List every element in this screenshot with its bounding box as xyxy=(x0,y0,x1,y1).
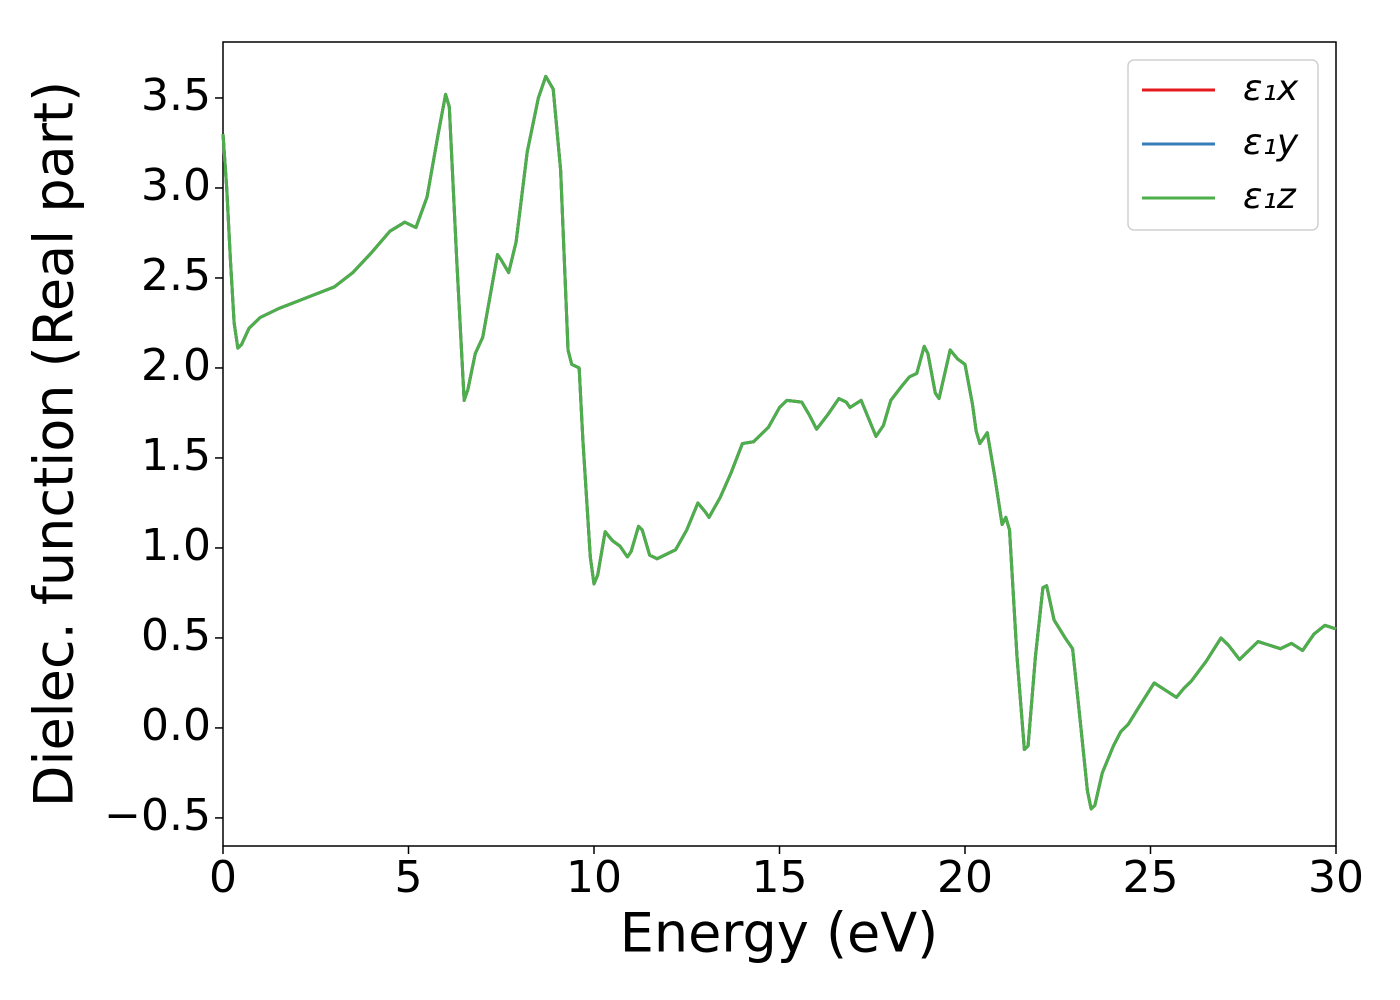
y-tick-label: 3.0 xyxy=(141,160,211,211)
legend-label: ε₁x xyxy=(1243,68,1299,109)
y-tick-label: 0.0 xyxy=(141,700,211,751)
x-axis-label: Energy (eV) xyxy=(620,902,939,965)
y-tick-label: 1.0 xyxy=(141,520,211,571)
legend-label: ε₁y xyxy=(1243,122,1299,163)
y-tick-label: 2.0 xyxy=(141,340,211,391)
x-tick-label: 5 xyxy=(395,852,423,903)
legend-label: ε₁z xyxy=(1243,176,1297,217)
y-tick-label: 3.5 xyxy=(141,70,211,121)
legend-box xyxy=(1127,59,1319,231)
y-tick-label: −0.5 xyxy=(104,790,211,841)
y-tick-label: 2.5 xyxy=(141,250,211,301)
series-line xyxy=(221,74,1337,811)
y-axis-label: Dielec. function (Real part) xyxy=(23,81,86,807)
x-tick-label: 0 xyxy=(209,852,237,903)
y-tick-label: 0.5 xyxy=(141,610,211,661)
x-tick-label: 15 xyxy=(752,852,808,903)
x-tick-label: 20 xyxy=(937,852,993,903)
x-tick-label: 30 xyxy=(1308,852,1364,903)
x-tick-label: 25 xyxy=(1123,852,1179,903)
y-tick-label: 1.5 xyxy=(141,430,211,481)
x-tick-label: 10 xyxy=(566,852,622,903)
